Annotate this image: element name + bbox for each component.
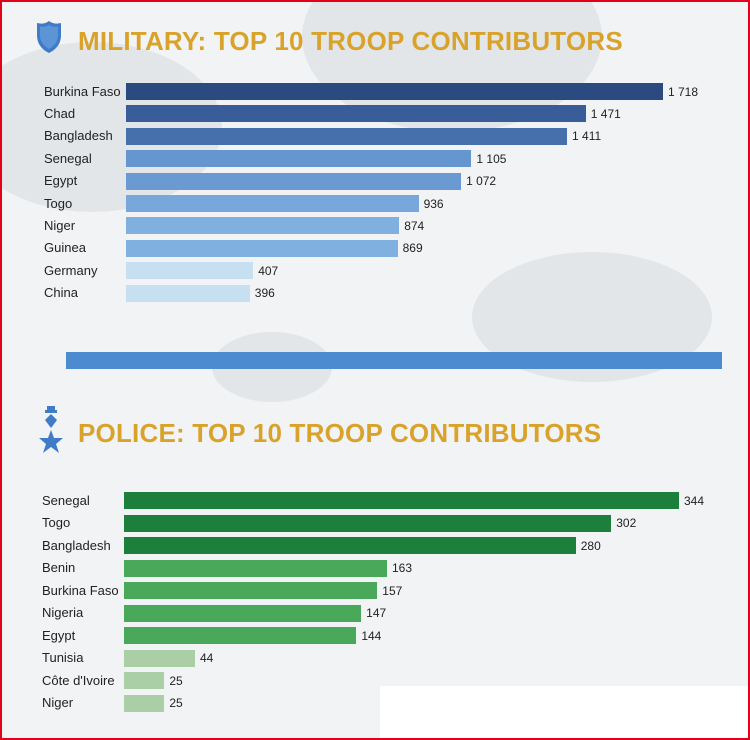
category-label: Niger [44,217,76,233]
category-label: Senegal [44,150,92,166]
category-label: Egypt [42,627,76,643]
bar [124,537,576,554]
category-label: Benin [42,560,76,575]
military-title: MILITARY: TOP 10 TROOP CONTRIBUTORS [78,26,623,56]
blank-area [380,686,748,738]
category-label: Burkina Faso [44,83,121,99]
star-medal-icon [39,406,63,453]
bar [124,649,195,667]
value-label: 1 072 [466,174,497,189]
category-label: Guinea [44,240,86,256]
shield-icon [37,21,61,53]
bar [126,127,568,145]
category-label: Togo [44,195,73,211]
value-label: 44 [199,651,214,665]
category-label: Egypt [44,173,78,189]
category-label: Chad [44,105,76,121]
value-label: 344 [684,493,705,508]
value-label: 1 411 [572,129,602,144]
value-label: 874 [404,218,425,233]
value-label: 407 [258,263,279,278]
bar [126,195,419,212]
category-label: Nigeria [42,605,84,620]
value-label: 869 [402,241,423,256]
value-label: 163 [391,561,412,575]
value-label: 147 [366,606,387,620]
value-label: 1 471 [590,106,621,121]
bar [126,83,663,100]
bar [126,262,254,280]
bar [126,284,250,302]
bar [126,105,586,123]
bar [124,492,679,509]
value-label: 396 [254,286,275,301]
bar [124,694,165,712]
bar [124,604,362,622]
bar [124,559,387,577]
bar [124,627,357,644]
value-label: 936 [423,196,444,211]
section-divider [66,352,722,369]
value-label: 25 [169,696,183,710]
category-label: Senegal [42,492,90,508]
bar [126,217,400,235]
bar [126,150,472,168]
value-label: 157 [382,583,403,598]
value-label: 25 [169,673,183,688]
bar [126,172,462,190]
value-label: 1 105 [476,151,507,166]
bar [124,514,612,532]
value-label: 280 [580,538,601,553]
bar [124,672,165,689]
category-label: Burkina Faso [42,582,119,598]
category-label: Germany [44,262,98,278]
category-label: Côte d'Ivoire [42,672,115,688]
category-label: Bangladesh [42,537,111,553]
category-label: Tunisia [42,650,84,665]
category-label: Togo [42,515,71,530]
value-label: 1 718 [668,84,699,99]
bar [124,582,378,599]
category-label: Bangladesh [44,128,113,144]
value-label: 144 [361,628,382,643]
value-label: 302 [616,516,637,530]
category-label: China [44,285,78,301]
category-label: Niger [42,695,74,710]
police-title: POLICE: TOP 10 TROOP CONTRIBUTORS [78,418,602,448]
bar [126,239,398,257]
